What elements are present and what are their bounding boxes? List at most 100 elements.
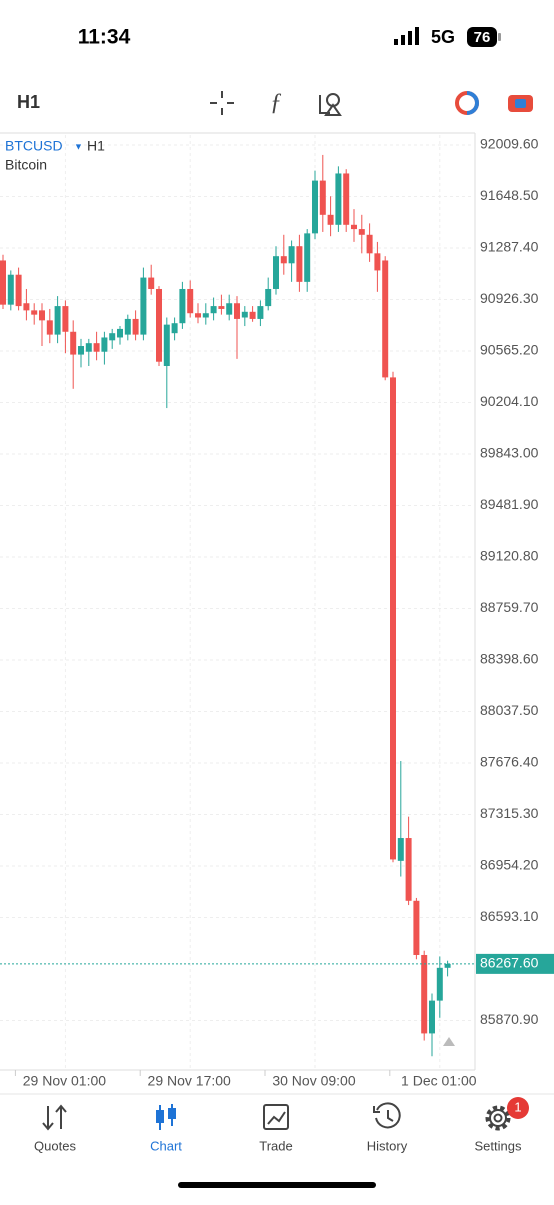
y-tick-label: 88759.70 [480,599,539,615]
battery [467,27,497,47]
signal-icon [394,27,419,45]
x-tick-label: 30 Nov 09:00 [272,1073,355,1089]
candle-body [124,318,131,335]
candle-body [390,377,396,860]
settings-badge [507,1097,529,1119]
candle-body [31,310,38,315]
tab-label[interactable]: Trade [259,1138,292,1153]
y-tick-label: 88398.60 [480,651,539,667]
settings-icon[interactable] [485,1105,511,1131]
symbol-description: Bitcoin [5,157,47,173]
chart-icon[interactable] [156,1104,176,1130]
y-tick-label: 91287.40 [480,239,539,255]
quotes-icon[interactable] [42,1104,67,1131]
current-price-box [476,953,554,974]
candle-body [187,288,194,314]
candle-body [351,224,357,230]
candle-body [93,343,100,352]
trade-icon[interactable] [263,1104,289,1130]
candle-body [429,1000,435,1034]
candle-body [265,288,272,307]
y-tick-label: 85870.90 [480,1011,539,1027]
candle-body [54,306,61,335]
y-tick-label: 86954.20 [480,857,539,873]
candle-body [156,288,162,362]
candle-body [327,214,334,225]
y-tick-label: 90926.30 [480,290,539,306]
crosshair-button[interactable] [210,91,234,115]
candle-body [241,311,248,318]
candle-body [0,260,6,305]
candle-body [39,310,45,321]
candle-body [195,313,201,318]
candle-body [202,313,209,318]
scroll-marker [443,1037,455,1046]
y-tick-label: 90565.20 [480,342,539,358]
candle-body [7,274,14,305]
y-tick-label: 89120.80 [480,548,539,564]
timeframe-button[interactable]: H1 [17,92,40,112]
candle-body [85,343,92,352]
candle-body [413,900,420,955]
candle-body [335,173,342,225]
candle-body [109,333,116,341]
tab-label[interactable]: Chart [150,1138,182,1153]
candle-body [78,346,84,355]
x-tick-label: 1 Dec 01:00 [401,1073,477,1089]
status-time: 11:34 [78,26,131,49]
candle-body [444,963,451,968]
candle-body [46,320,53,335]
y-tick-label: 86593.10 [480,908,539,924]
x-tick-label: 29 Nov 01:00 [23,1073,106,1089]
symbol-arrow: ▼ [74,141,83,151]
candle-body [397,838,404,861]
candle-body [280,256,287,264]
current-price-label: 86267.60 [480,955,539,971]
candle-body [234,303,240,319]
candle-body [171,323,178,334]
candle-body [374,253,381,271]
candle-body [312,180,318,234]
candle-body [421,954,428,1034]
candle-body [140,277,147,335]
y-tick-label: 90204.10 [480,393,539,409]
oneclick-button[interactable] [455,91,479,115]
chart: 92009.60 91648.50 91287.40 90926.30 90565.20… [0,135,554,1089]
candle-body [382,260,389,378]
objects-button[interactable] [319,93,342,116]
candle-body [179,288,186,324]
candle-body [257,306,264,319]
candle-body [148,277,155,289]
candle-body [288,246,295,264]
candle-body [70,331,77,355]
candle-body [405,838,412,901]
tab-label[interactable]: Quotes [34,1138,76,1153]
chart-timeframe: H1 [87,138,105,154]
indicators-button[interactable]: ƒ [270,90,282,116]
y-tick-label: 87676.40 [480,754,539,770]
y-tick-label: 91648.50 [480,187,539,203]
candle-body [343,173,350,225]
candle-body [15,274,22,307]
candle-body [218,306,225,309]
y-tick-label: 88037.50 [480,702,539,718]
tab-label[interactable]: History [367,1138,408,1153]
candle-body [226,303,233,315]
battery-level: 76 [474,29,491,46]
candle-body [296,246,303,282]
candle-body [319,180,326,215]
candle-body [366,234,373,254]
settings-badge-count: 1 [514,1099,521,1114]
symbol[interactable]: BTCUSD [5,138,63,154]
y-tick-label: 89843.00 [480,445,539,461]
candle-body [132,318,139,335]
battery-cap [498,33,501,41]
candle-body [23,303,30,311]
tab-label[interactable]: Settings [475,1138,522,1153]
y-tick-label: 87315.30 [480,805,539,821]
y-tick-label: 89481.90 [480,496,539,512]
trade-button[interactable] [508,95,533,112]
candle-body [249,311,256,319]
history-icon[interactable] [373,1102,401,1129]
